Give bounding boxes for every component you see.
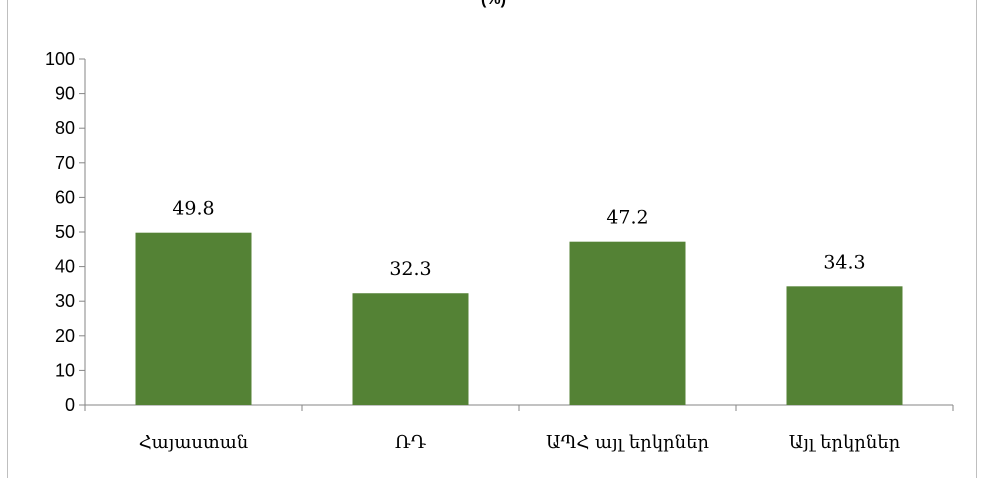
data-label: 34.3 — [823, 251, 865, 273]
bar — [135, 232, 252, 405]
bar — [352, 293, 469, 405]
data-label: 32.3 — [389, 258, 431, 280]
y-tick-label: 90 — [55, 84, 75, 104]
x-tick-label: Այլ երկրներ — [789, 432, 901, 453]
y-tick-label: 0 — [65, 395, 75, 415]
data-label: 49.8 — [172, 198, 214, 220]
bar — [569, 241, 686, 405]
y-tick-label: 20 — [55, 326, 75, 346]
y-tick-label: 60 — [55, 187, 75, 207]
chart-frame — [7, 0, 977, 478]
y-tick-label: 10 — [55, 360, 75, 380]
y-tick-label: 80 — [55, 118, 75, 138]
bar — [786, 286, 903, 405]
y-tick-label: 100 — [45, 49, 75, 69]
data-label: 47.2 — [606, 207, 648, 229]
x-tick-label: Հայաստան — [139, 432, 249, 453]
y-tick-label: 70 — [55, 153, 75, 173]
x-tick-label: ՌԴ — [395, 432, 427, 453]
chart-title: (%) — [0, 0, 987, 9]
y-tick-label: 30 — [55, 291, 75, 311]
y-tick-label: 50 — [55, 222, 75, 242]
x-tick-label: ԱՊՀ այլ երկրներ — [546, 432, 709, 453]
y-tick-label: 40 — [55, 257, 75, 277]
